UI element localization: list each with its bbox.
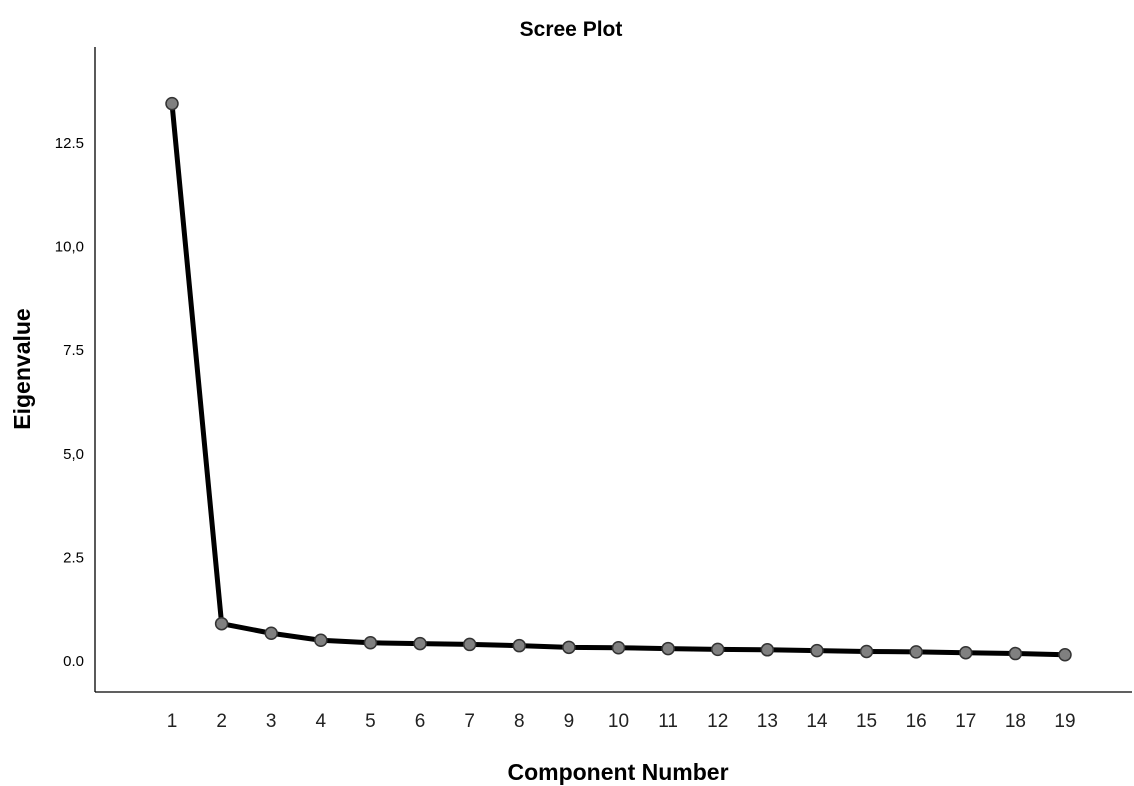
y-tick-label: 12.5	[55, 135, 84, 152]
data-point	[165, 96, 179, 111]
data-point	[562, 640, 576, 655]
x-tick-label: 10	[608, 711, 629, 732]
data-point	[909, 645, 923, 659]
data-point	[314, 633, 328, 648]
data-point	[1008, 646, 1023, 661]
x-axis-title: Component Number	[507, 759, 728, 785]
data-point	[611, 640, 626, 655]
data-point	[512, 638, 527, 653]
x-tick-label: 14	[806, 711, 828, 732]
x-tick-label: 4	[316, 711, 327, 732]
x-axis-ticks: 1 2 3 4 5 6 7 8 9 10 11 12 13 14 15 16 17 18 19	[167, 711, 1076, 732]
data-point	[810, 643, 824, 658]
y-tick-label: 5,0	[63, 446, 84, 463]
x-tick-label: 2	[216, 711, 227, 732]
y-tick-label: 2.5	[63, 549, 84, 566]
x-tick-label: 9	[564, 711, 575, 732]
data-point	[710, 642, 725, 657]
x-tick-label: 7	[464, 711, 475, 732]
x-tick-label: 11	[658, 711, 678, 732]
data-point	[859, 644, 874, 659]
chart-title: Scree Plot	[520, 18, 623, 41]
x-tick-label: 15	[856, 711, 877, 732]
x-tick-label: 8	[514, 711, 525, 732]
x-tick-label: 3	[266, 711, 277, 732]
y-tick-label: 7.5	[63, 342, 84, 359]
data-point	[363, 636, 378, 650]
series-line	[169, 101, 1068, 658]
data-point	[1058, 648, 1072, 662]
data-point	[462, 637, 477, 652]
x-tick-label: 18	[1005, 711, 1026, 732]
y-tick-label: 10,0	[55, 239, 84, 256]
data-point	[959, 645, 973, 660]
data-point	[661, 641, 675, 656]
x-tick-label: 5	[365, 711, 376, 732]
y-axis-title: Eigenvalue	[9, 308, 35, 429]
x-tick-label: 16	[906, 711, 927, 732]
x-tick-label: 19	[1054, 711, 1075, 732]
x-tick-label: 1	[167, 711, 178, 732]
x-tick-label: 13	[757, 711, 778, 732]
data-point	[214, 616, 229, 631]
data-point	[760, 643, 775, 657]
data-point	[264, 626, 278, 640]
x-tick-label: 6	[415, 711, 426, 732]
data-point	[413, 636, 427, 651]
y-tick-label: 0.0	[63, 653, 84, 670]
series-layer	[165, 96, 1072, 662]
x-tick-label: 17	[955, 711, 976, 732]
x-tick-label: 12	[707, 711, 728, 732]
y-axis-ticks: 0.0 2.5 5,0 7.5 10,0 12.5	[55, 135, 84, 670]
